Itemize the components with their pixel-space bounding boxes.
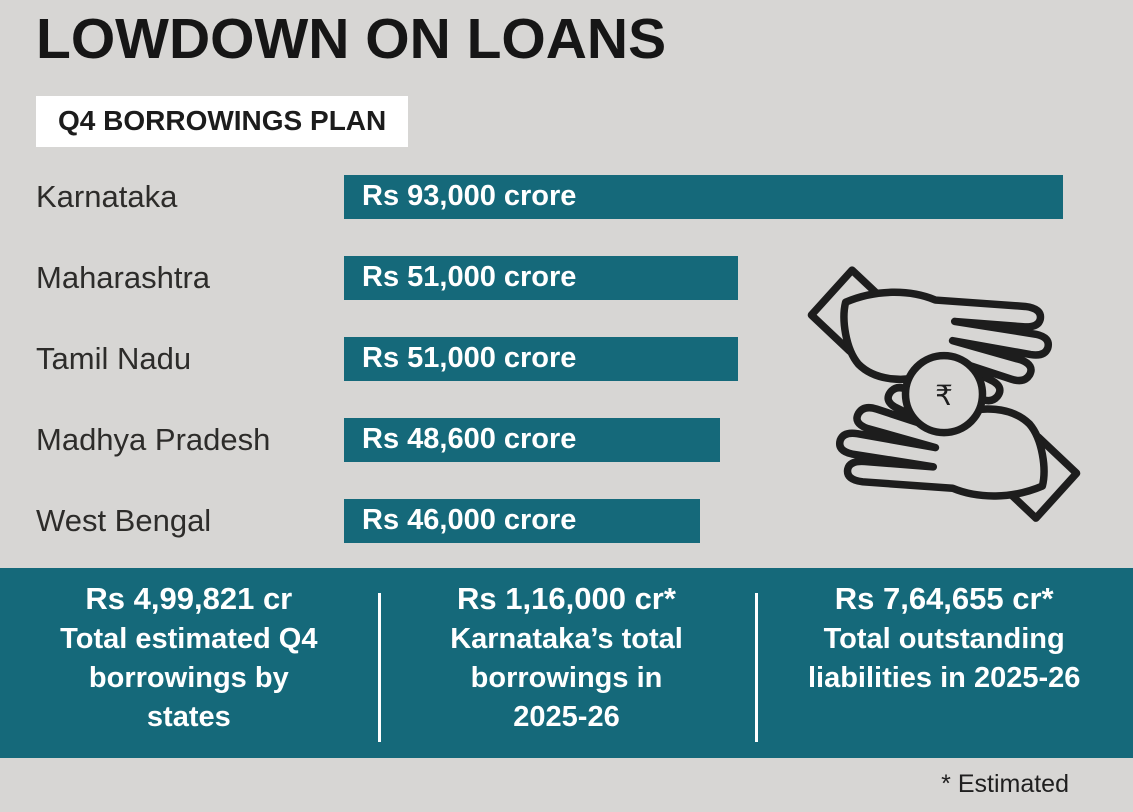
- stat-label: Karnataka’s total borrowings in 2025-26: [450, 622, 683, 734]
- subtitle-badge: Q4 BORROWINGS PLAN: [36, 95, 409, 147]
- subtitle-text: Q4 BORROWINGS PLAN: [58, 104, 387, 136]
- bar-track: Rs 93,000 crore: [344, 174, 1063, 219]
- row-label: Maharashtra: [36, 259, 211, 295]
- rupee-symbol: ₹: [935, 380, 953, 411]
- stat-value: Rs 7,64,655 cr*: [834, 580, 1054, 616]
- bar-track: Rs 46,000 crore: [344, 498, 1063, 543]
- stat-label: Total outstanding liabilities in 2025-26: [807, 622, 1081, 694]
- rupee-coin-icon: [901, 351, 987, 437]
- bar-value: Rs 46,000 crore: [362, 504, 577, 537]
- page-title: LOWDOWN ON LOANS: [36, 7, 667, 71]
- stat-label: Total estimated Q4 borrowings by states: [60, 622, 318, 734]
- stat-value: Rs 4,99,821 cr: [85, 580, 293, 616]
- chart-row: Maharashtra Rs 51,000 crore: [36, 255, 1063, 300]
- bar-value: Rs 51,000 crore: [362, 342, 577, 375]
- summary-stat: Rs 1,16,000 cr* Karnataka’s total borrow…: [377, 580, 756, 758]
- bar-track: Rs 51,000 crore: [344, 336, 1063, 381]
- bar: Rs 48,600 crore: [344, 417, 720, 462]
- bar-track: Rs 51,000 crore: [344, 255, 1063, 300]
- bar: Rs 51,000 crore: [344, 336, 739, 381]
- bar-value: Rs 51,000 crore: [362, 261, 577, 294]
- summary-stat: Rs 4,99,821 cr Total estimated Q4 borrow…: [0, 581, 378, 758]
- row-label: Madhya Pradesh: [36, 421, 271, 457]
- chart-row: Madhya Pradesh Rs 48,600 crore: [36, 417, 1063, 462]
- chart-row: West Bengal Rs 46,000 crore: [36, 498, 1063, 543]
- bar-value: Rs 48,600 crore: [362, 423, 577, 456]
- infographic: LOWDOWN ON LOANS Q4 BORROWINGS PLAN Karn…: [0, 7, 1133, 812]
- bar: Rs 51,000 crore: [344, 255, 739, 300]
- hands-exchange-svg: ₹: [807, 266, 1081, 522]
- chart-row: Karnataka Rs 93,000 crore: [36, 174, 1063, 219]
- bar: Rs 46,000 crore: [344, 498, 700, 543]
- summary-stat: Rs 7,64,655 cr* Total outstanding liabil…: [755, 581, 1133, 758]
- bar: Rs 93,000 crore: [344, 174, 1063, 219]
- bar-track: Rs 48,600 crore: [344, 417, 1063, 462]
- hands-exchange-icon: ₹: [803, 253, 1085, 531]
- row-label: Karnataka: [36, 178, 178, 214]
- row-label: West Bengal: [36, 502, 212, 538]
- stat-value: Rs 1,16,000 cr*: [457, 580, 676, 616]
- summary-band: Rs 4,99,821 cr Total estimated Q4 borrow…: [0, 567, 1133, 758]
- bar-value: Rs 93,000 crore: [362, 180, 577, 213]
- row-label: Tamil Nadu: [36, 340, 192, 376]
- chart-row: Tamil Nadu Rs 51,000 crore: [36, 336, 1063, 381]
- footnote: * Estimated: [941, 769, 1069, 798]
- bar-chart: Karnataka Rs 93,000 crore Maharashtra Rs…: [36, 174, 1063, 543]
